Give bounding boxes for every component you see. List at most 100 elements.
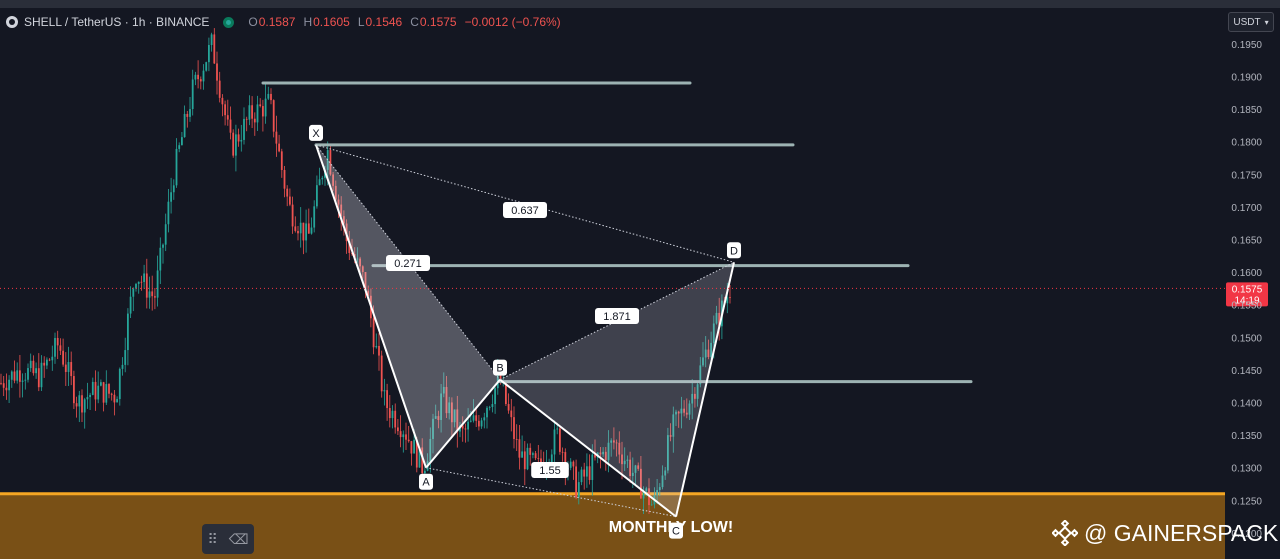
candle [270, 88, 272, 105]
candle-body [372, 318, 375, 348]
candle [359, 256, 361, 274]
candle [191, 69, 194, 116]
candle [75, 396, 78, 418]
candle [19, 355, 21, 398]
candle-body [467, 421, 469, 430]
y-axis-tick: 0.1750 [1231, 170, 1262, 181]
candle [515, 424, 518, 451]
candle [216, 51, 218, 95]
symbol-title[interactable]: SHELL / TetherUS · 1h · BINANCE [24, 15, 210, 29]
candle [318, 167, 321, 186]
candle [442, 372, 445, 398]
candle [364, 271, 367, 299]
candle [356, 247, 359, 263]
candle [650, 499, 653, 506]
candle [407, 426, 410, 443]
ratio-label[interactable]: 0.271 [386, 255, 430, 271]
drag-handle-icon[interactable]: ⠿ [207, 530, 218, 547]
candle [334, 180, 337, 202]
candle [456, 395, 459, 448]
candle [210, 32, 213, 52]
candle [132, 287, 135, 312]
candle [294, 216, 297, 233]
pattern-point-d[interactable]: D [727, 242, 741, 259]
candle-body [510, 410, 513, 418]
pattern-point-label: A [422, 477, 430, 489]
y-axis-tick: 0.1950 [1231, 40, 1262, 51]
candle-body [259, 104, 262, 107]
pattern-point-a[interactable]: A [419, 473, 433, 490]
candle [307, 208, 310, 234]
candle [410, 440, 413, 466]
candle-body [194, 74, 197, 80]
currency-dropdown[interactable]: USDT ▾ [1228, 12, 1274, 32]
candle [429, 427, 432, 473]
candle-body [67, 362, 70, 372]
ratio-label[interactable]: 1.871 [595, 308, 639, 324]
candle [94, 370, 97, 411]
pattern-point-x[interactable]: X [309, 124, 323, 141]
candle [675, 409, 677, 426]
candle [226, 99, 229, 126]
open-label: O [248, 15, 258, 29]
candle-body [640, 468, 642, 499]
eraser-icon[interactable]: ⌫ [228, 530, 249, 547]
candle-body [129, 296, 132, 314]
candle [81, 389, 83, 423]
candle [59, 338, 62, 356]
candle-body [56, 337, 59, 346]
market-status-icon[interactable] [223, 16, 235, 28]
candle [8, 375, 10, 403]
candle [218, 71, 221, 103]
candle-body [226, 115, 229, 120]
candle [340, 196, 343, 231]
candle [275, 115, 278, 157]
candle-body [343, 216, 345, 224]
candle [213, 28, 216, 64]
candle-body [172, 185, 175, 193]
candle-body [89, 394, 91, 398]
candle-body [264, 98, 267, 117]
candle-body [143, 273, 145, 282]
y-axis-tick: 0.1650 [1231, 235, 1262, 246]
candle-body [580, 469, 583, 483]
candle [534, 451, 537, 461]
candle [532, 451, 534, 459]
candle [48, 358, 51, 362]
candle [156, 255, 159, 307]
candle-body [699, 365, 702, 385]
candle [494, 386, 496, 414]
candle-body [162, 244, 164, 248]
candle-body [478, 420, 480, 427]
candle [488, 405, 491, 411]
candle-body [10, 371, 13, 380]
watermark: @ GAINERSPACK [1052, 516, 1278, 550]
candle-body [453, 409, 456, 423]
candle-body [540, 458, 542, 464]
candle-body [515, 439, 518, 440]
pattern-point-c[interactable]: C [669, 522, 683, 539]
candle [199, 76, 202, 90]
candle [475, 408, 478, 428]
candle-body [310, 227, 313, 234]
ratio-label[interactable]: 0.637 [503, 202, 547, 218]
candle [623, 447, 626, 472]
pattern-point-b[interactable]: B [493, 359, 507, 376]
candle-body [656, 490, 658, 496]
candle [183, 105, 186, 138]
candle-body [359, 258, 361, 267]
y-axis-tick: 0.1850 [1231, 105, 1262, 116]
candle-body [202, 70, 205, 82]
candle [46, 357, 48, 370]
y-axis-tick: 0.1800 [1231, 138, 1262, 149]
candle [604, 446, 607, 471]
candle-body [505, 382, 507, 405]
candle [729, 284, 731, 304]
currency-label: USDT [1233, 16, 1261, 28]
ratio-label[interactable]: 1.55 [531, 462, 569, 478]
ratio-box [531, 462, 569, 478]
candle-body [491, 404, 494, 407]
candle-body [577, 482, 580, 498]
candle-body [529, 447, 532, 455]
